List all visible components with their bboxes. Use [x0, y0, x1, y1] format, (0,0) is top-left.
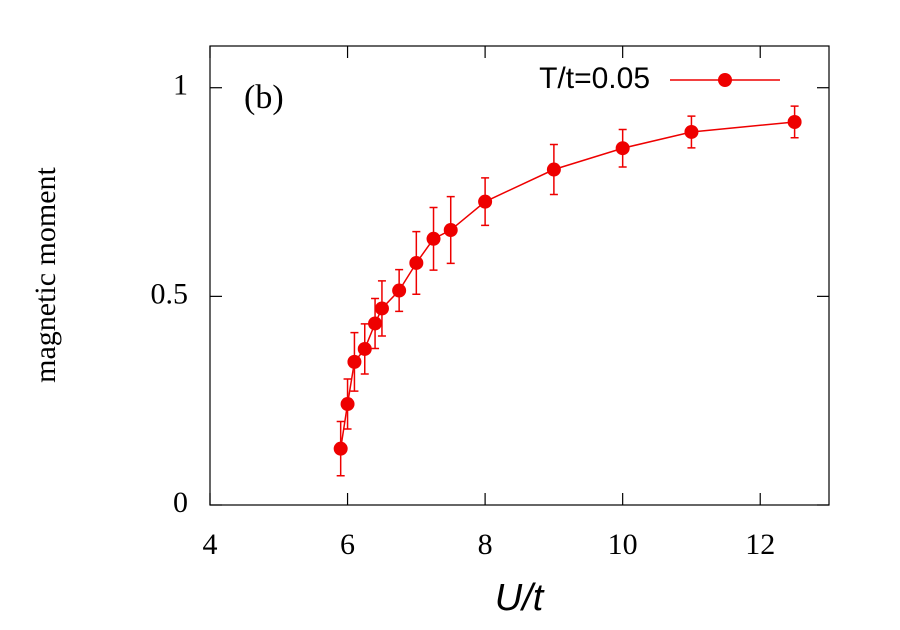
data-point — [340, 397, 355, 412]
y-tick-label: 1 — [173, 69, 188, 102]
x-tick-label: 6 — [340, 528, 355, 561]
x-tick-label: 4 — [203, 528, 218, 561]
x-axis-label: U/t — [495, 577, 545, 619]
data-point — [684, 124, 699, 139]
panel-label: (b) — [244, 79, 284, 116]
data-point — [443, 223, 458, 238]
data-point — [546, 162, 561, 177]
data-point — [333, 441, 348, 456]
data-point — [347, 354, 362, 369]
legend-label: T/t=0.05 — [539, 62, 650, 95]
data-point — [478, 194, 493, 209]
data-point — [357, 341, 372, 356]
data-point — [615, 141, 630, 156]
data-point — [368, 316, 383, 331]
data-point — [374, 301, 389, 316]
x-tick-label: 10 — [608, 528, 638, 561]
plot-frame — [209, 45, 830, 506]
legend-marker — [718, 73, 732, 87]
data-point — [392, 283, 407, 298]
y-tick-label: 0.5 — [151, 277, 189, 310]
data-point — [426, 231, 441, 246]
y-axis-label: magnetic moment — [29, 166, 62, 382]
x-tick-label: 12 — [745, 528, 775, 561]
data-point — [787, 114, 802, 129]
y-tick-label: 0 — [173, 486, 188, 519]
x-tick-label: 8 — [478, 528, 493, 561]
data-point — [409, 255, 424, 270]
series-line — [339, 121, 795, 449]
